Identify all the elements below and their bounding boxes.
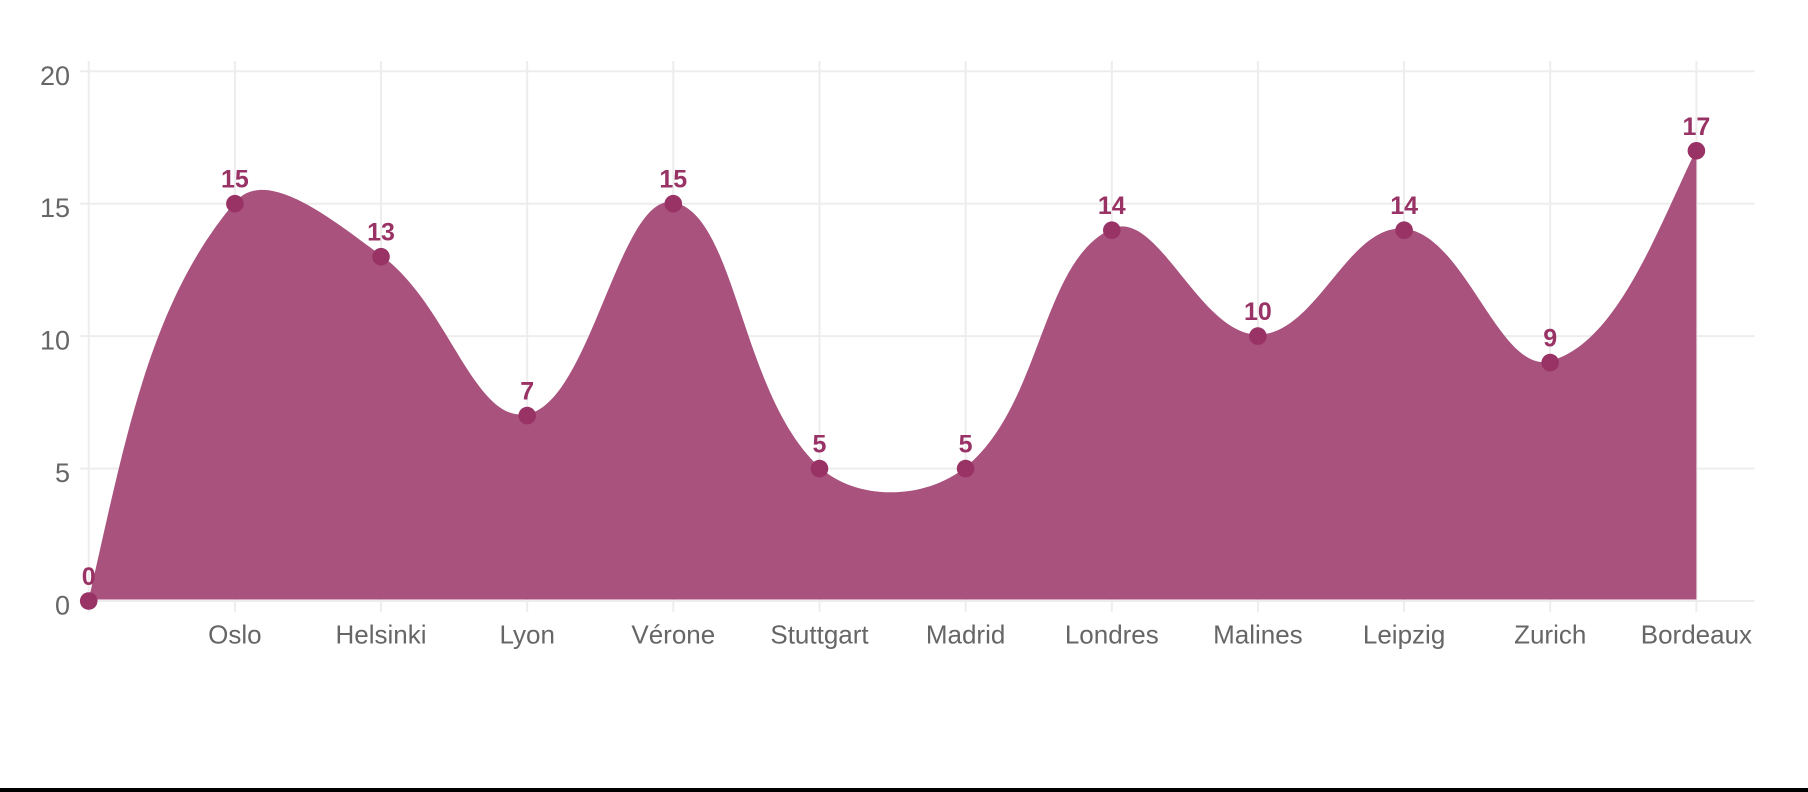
svg-text:15: 15 [40, 193, 70, 223]
svg-text:5: 5 [55, 458, 70, 488]
svg-text:14: 14 [1390, 192, 1418, 220]
svg-text:5: 5 [959, 431, 973, 459]
svg-text:Madrid: Madrid [926, 620, 1005, 650]
svg-text:Malines: Malines [1213, 620, 1303, 650]
svg-text:17: 17 [1682, 113, 1710, 141]
svg-text:10: 10 [40, 326, 70, 356]
svg-text:20: 20 [40, 61, 70, 91]
svg-text:13: 13 [367, 219, 395, 247]
svg-text:Oslo: Oslo [208, 620, 261, 650]
svg-text:15: 15 [659, 166, 687, 194]
svg-text:Stuttgart: Stuttgart [770, 620, 869, 650]
svg-text:Helsinki: Helsinki [335, 620, 426, 650]
svg-text:Bordeaux: Bordeaux [1641, 620, 1752, 650]
svg-text:5: 5 [813, 431, 827, 459]
svg-text:0: 0 [55, 591, 70, 621]
svg-text:10: 10 [1244, 298, 1272, 326]
svg-text:7: 7 [520, 378, 534, 406]
svg-text:14: 14 [1098, 192, 1126, 220]
svg-text:15: 15 [221, 166, 249, 194]
svg-text:Vérone: Vérone [631, 620, 715, 650]
svg-text:Zurich: Zurich [1514, 620, 1586, 650]
svg-text:Lyon: Lyon [499, 620, 554, 650]
svg-text:Leipzig: Leipzig [1363, 620, 1445, 650]
svg-text:0: 0 [82, 563, 96, 591]
svg-text:Londres: Londres [1065, 620, 1159, 650]
svg-text:9: 9 [1543, 325, 1557, 353]
